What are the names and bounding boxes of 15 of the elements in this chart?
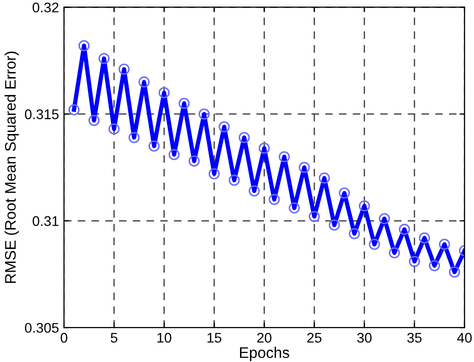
x-tick-label: 25 [307, 332, 322, 343]
x-tick-label: 30 [357, 332, 372, 343]
y-tick-label: 0.315 [24, 109, 59, 120]
x-tick-label: 20 [257, 332, 272, 343]
y-tick-label: 0.305 [24, 322, 59, 333]
x-tick-label: 40 [457, 332, 472, 343]
y-tick-label: 0.32 [32, 2, 58, 12]
y-axis-title: RMSE (Root Mean Squared Error) [4, 52, 19, 283]
x-tick-label: 35 [407, 332, 422, 343]
x-axis-title: Epochs [240, 346, 290, 362]
x-tick-label: 0 [60, 332, 68, 343]
y-tick-label: 0.31 [32, 216, 58, 226]
x-tick-label: 5 [110, 332, 118, 343]
x-tick-label: 10 [157, 332, 172, 343]
x-tick-label: 15 [208, 332, 222, 343]
